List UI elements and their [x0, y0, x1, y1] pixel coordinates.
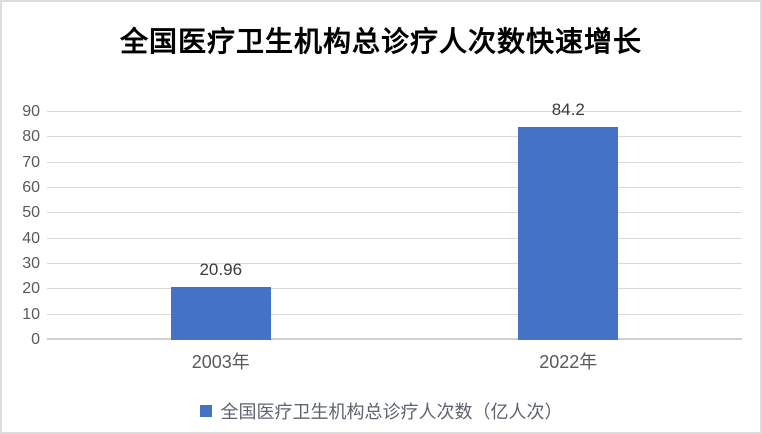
gridline	[47, 263, 742, 265]
y-tick-label: 70	[22, 153, 40, 171]
y-tick-label: 90	[22, 103, 40, 120]
x-axis: 2003年 2022年	[47, 348, 742, 372]
legend: 全国医疗卫生机构总诊疗人次数（亿人次）	[2, 398, 760, 424]
bar-2022年	[518, 126, 619, 340]
y-tick-label: 50	[22, 204, 40, 222]
plot-area: 20.96 84.2	[47, 100, 742, 340]
y-tick-label: 20	[22, 280, 40, 298]
bar-value-label: 20.96	[199, 259, 243, 279]
y-axis: 0 10 20 30 40 50 60 70 80 90	[2, 103, 40, 348]
gridline	[47, 288, 742, 290]
gridline	[47, 187, 742, 189]
gridline	[47, 212, 742, 214]
y-tick-label: 80	[22, 128, 40, 146]
gridline	[47, 237, 742, 239]
gridline	[47, 136, 742, 138]
y-tick-label: 30	[22, 254, 40, 272]
legend-marker-icon	[199, 405, 212, 417]
chart-title: 全国医疗卫生机构总诊疗人次数快速增长	[119, 26, 642, 57]
gridline	[47, 111, 742, 112]
gridline	[47, 313, 742, 315]
y-tick-label: 0	[31, 331, 40, 348]
gridline	[47, 161, 742, 163]
bar-value-label: 84.2	[551, 99, 585, 119]
y-tick-label: 40	[22, 229, 40, 247]
x-tick-label: 2022年	[539, 352, 598, 372]
x-axis-line	[47, 338, 742, 340]
y-tick-label: 10	[22, 305, 40, 323]
legend-series-label: 全国医疗卫生机构总诊疗人次数（亿人次）	[220, 402, 563, 422]
bar-2003年	[170, 286, 271, 340]
x-tick-label: 2003年	[191, 352, 250, 372]
y-tick-label: 60	[22, 178, 40, 196]
